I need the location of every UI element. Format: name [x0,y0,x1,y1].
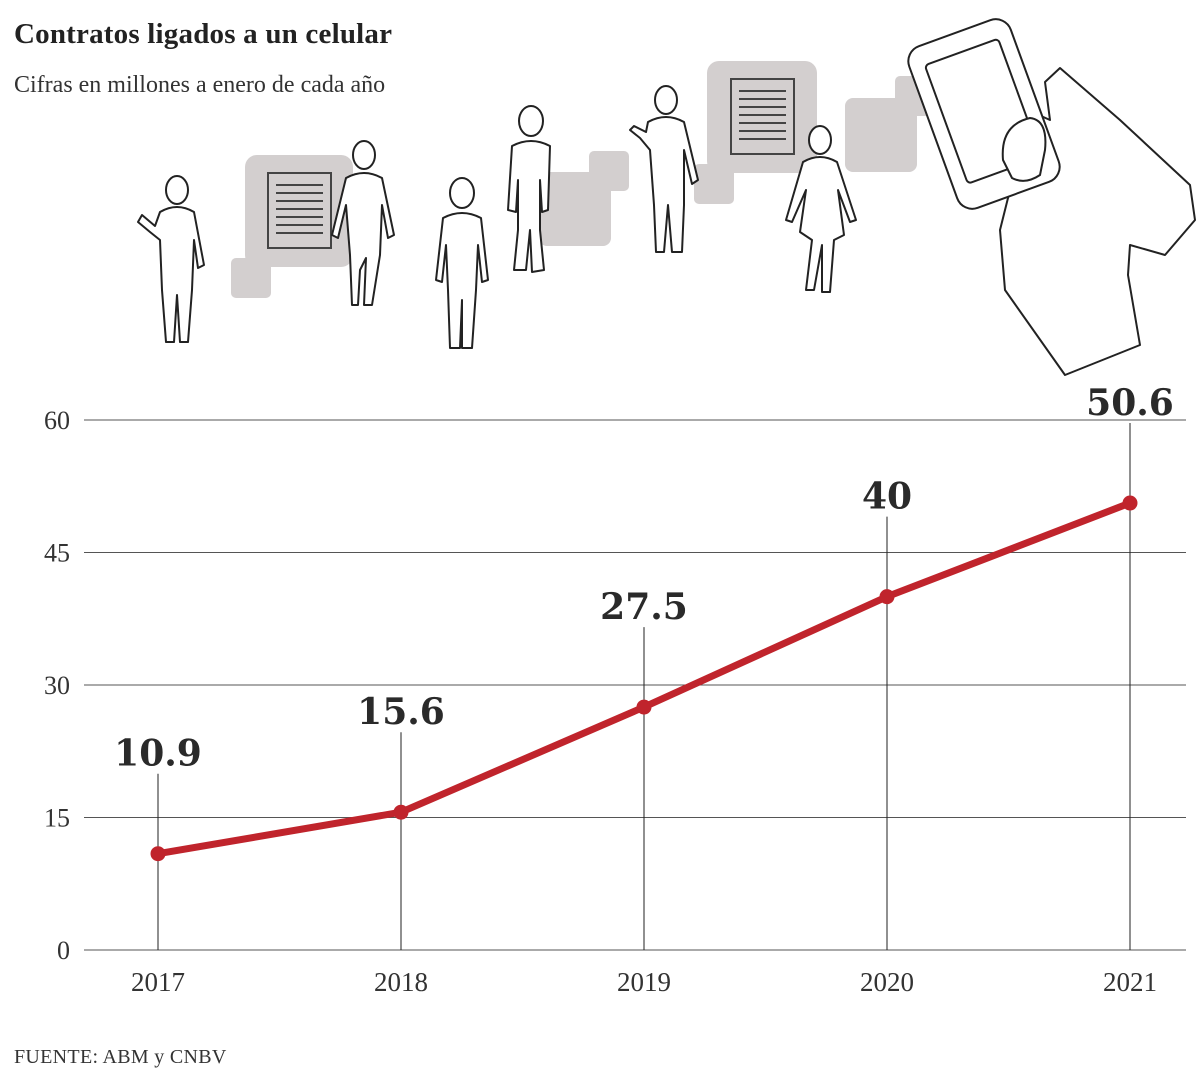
source-note: FUENTE: ABM y CNBV [14,1046,227,1068]
x-tick-label: 2018 [374,967,428,997]
value-label: 50.6 [1086,382,1174,424]
small-card [231,258,271,298]
x-tick-label: 2019 [617,967,671,997]
person-silhouette-icon [137,175,205,343]
y-tick-label: 45 [44,539,70,568]
small-card [589,151,629,191]
document-card-icon [245,155,353,267]
small-card [845,98,917,172]
value-label: 27.5 [600,586,688,628]
data-point [150,846,166,862]
people-phone-illustration [137,18,1196,376]
person-silhouette-icon [435,177,489,349]
y-tick-label: 15 [44,804,70,833]
x-tick-label: 2017 [131,967,185,997]
y-tick-label: 60 [44,406,70,435]
person-silhouette-icon [629,85,699,253]
value-label: 15.6 [357,691,445,733]
data-point [636,699,652,715]
value-label: 10.9 [114,733,202,775]
y-tick-label: 0 [57,936,70,965]
data-point [393,804,409,820]
smartphone-hand-icon [907,18,1196,376]
person-silhouette-icon [785,125,857,293]
data-point [879,589,895,605]
x-tick-label: 2021 [1103,967,1157,997]
person-silhouette-icon [507,105,551,273]
x-tick-label: 2020 [860,967,914,997]
document-card-icon [707,61,817,173]
person-silhouette-icon [331,140,395,306]
chart-subtitle: Cifras en millones a enero de cada año [14,72,386,98]
data-point [1122,495,1138,511]
y-tick-label: 30 [44,671,70,700]
value-label: 40 [862,476,912,518]
small-card [694,164,734,204]
chart-title: Contratos ligados a un celular [14,18,393,50]
